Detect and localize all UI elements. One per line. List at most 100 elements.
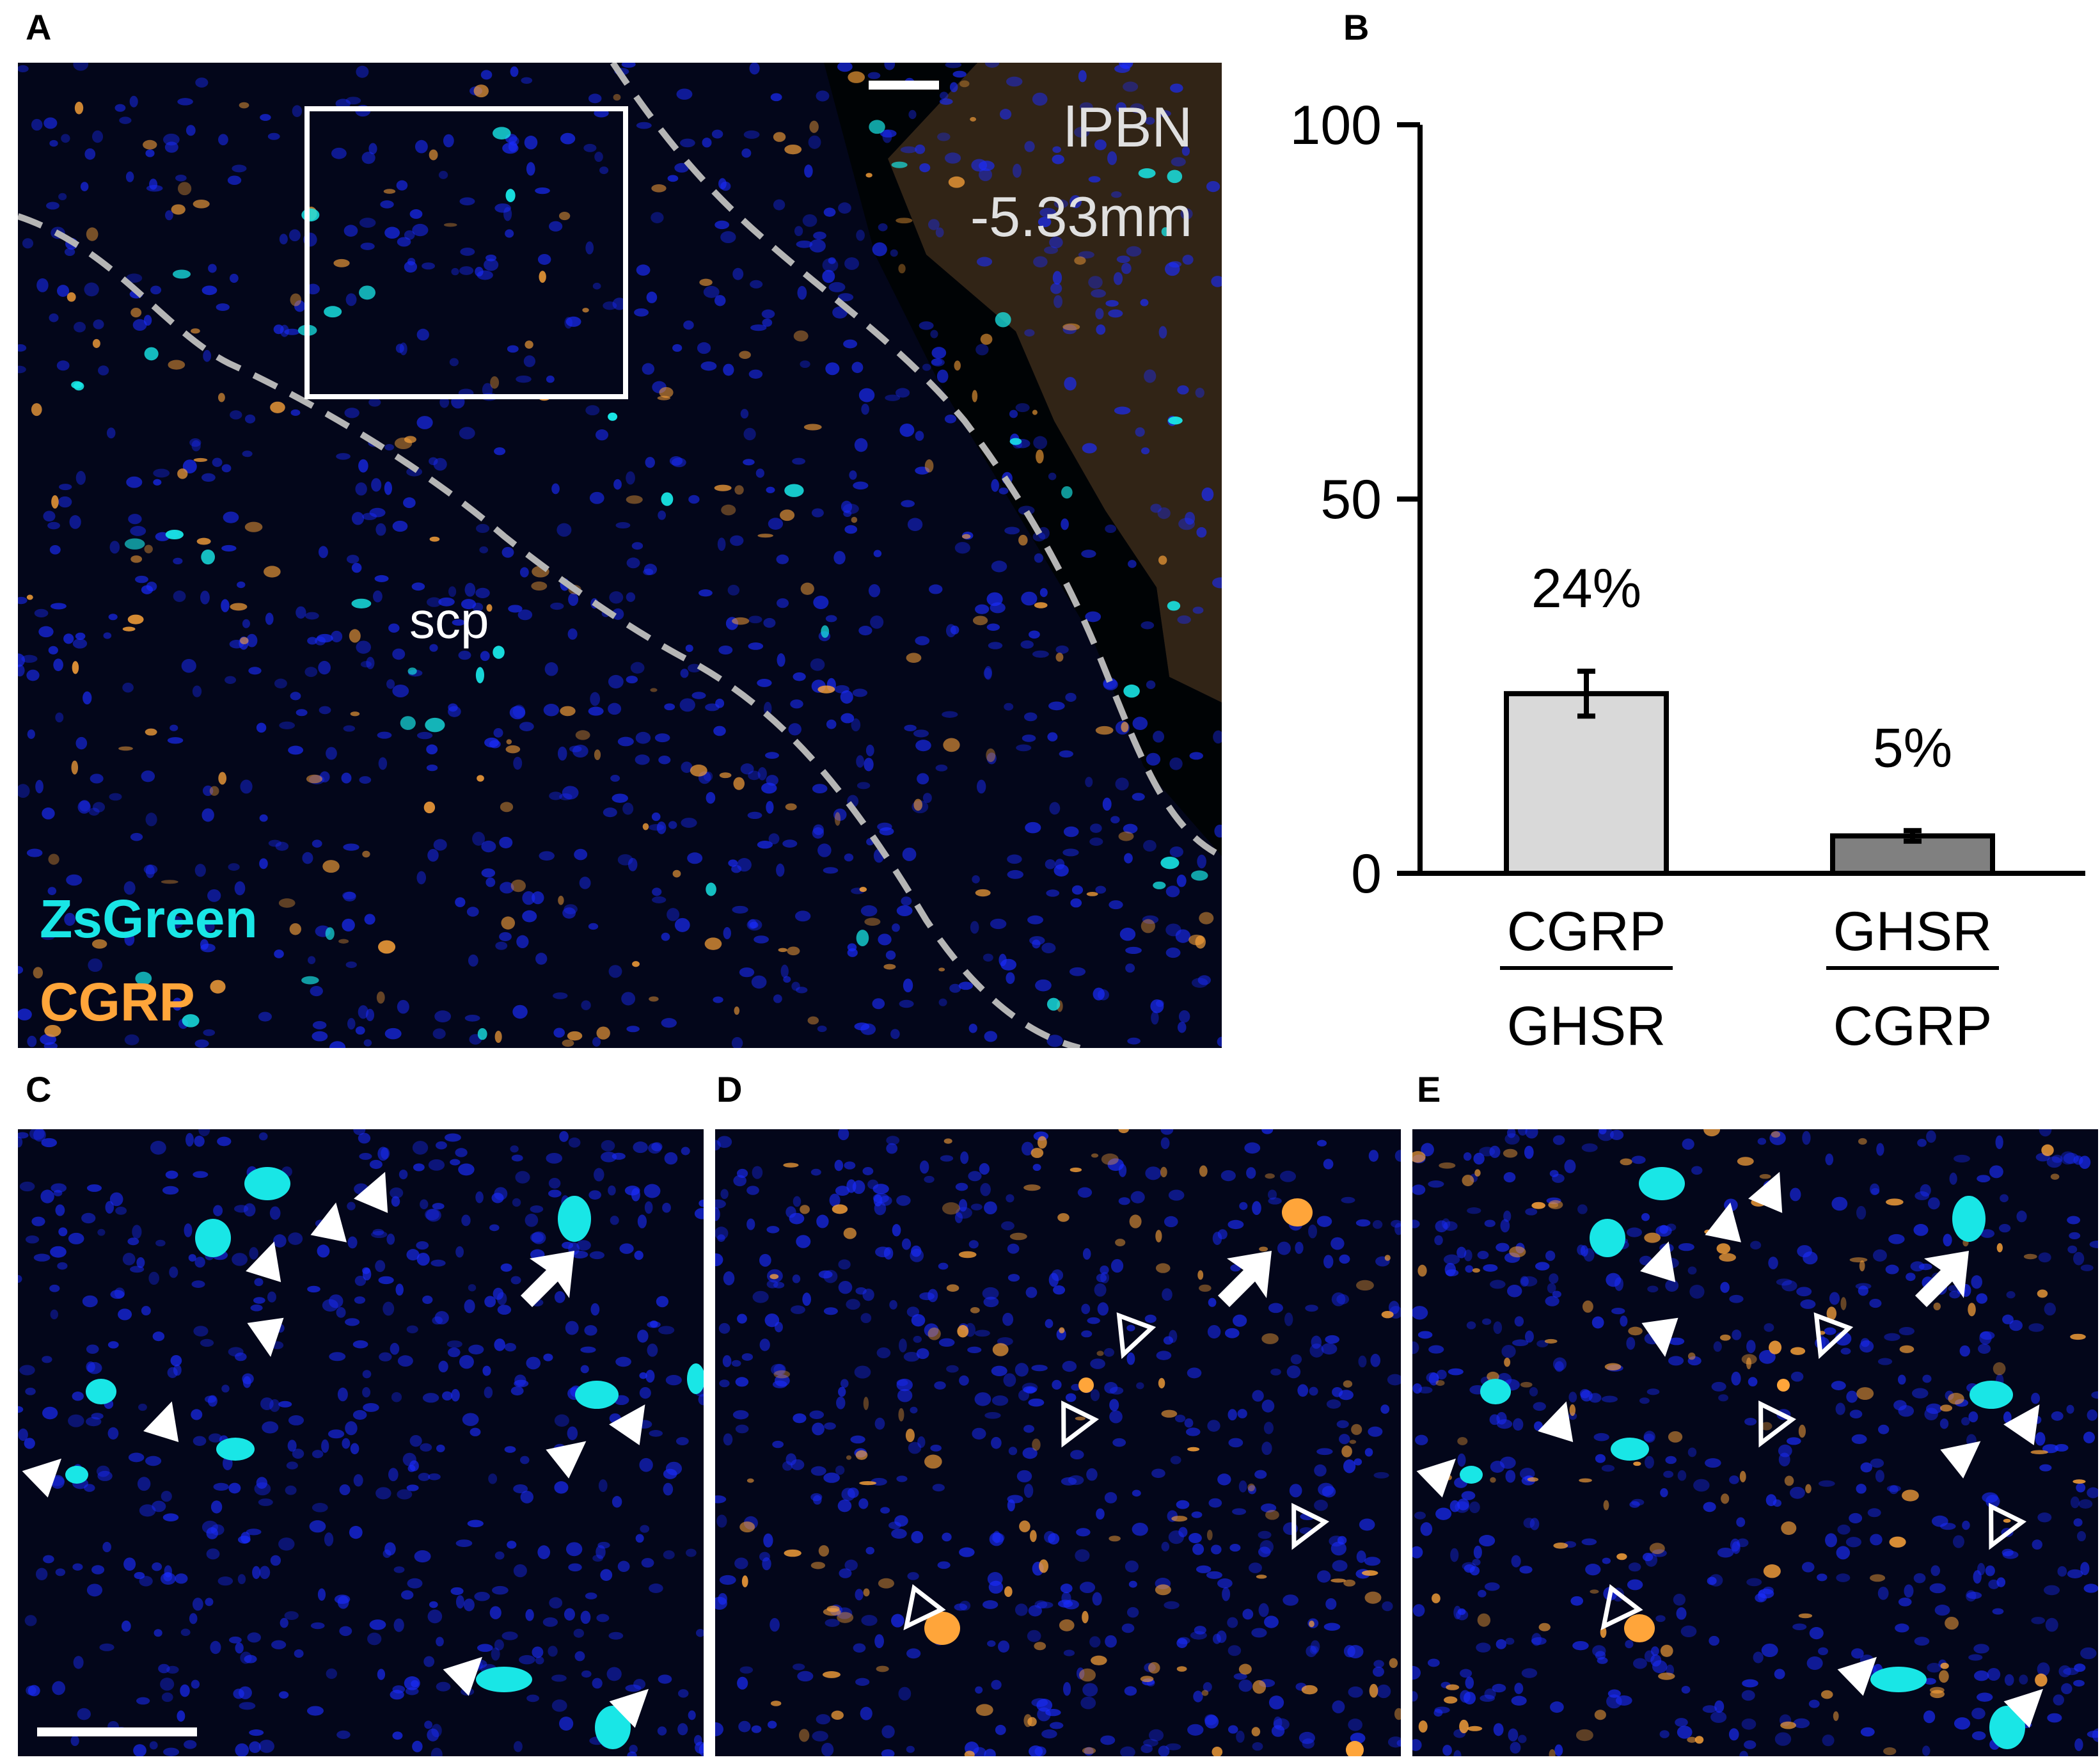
nucleus-dot: [1835, 1402, 1845, 1415]
cgrp-cell: [905, 1428, 915, 1443]
nucleus-dot: [771, 1363, 786, 1376]
nucleus-dot: [1224, 1328, 1240, 1338]
nucleus-dot: [1602, 1557, 1611, 1564]
nucleus-dot: [1501, 1345, 1516, 1358]
nucleus-dot: [366, 656, 375, 669]
nucleus-dot: [2044, 1585, 2060, 1596]
nucleus-dot: [663, 1550, 675, 1560]
nucleus-dot: [938, 998, 947, 1006]
zsgreen-cell: [856, 930, 869, 946]
nucleus-dot: [1299, 1731, 1315, 1744]
nucleus-dot: [489, 1224, 500, 1232]
nucleus-dot: [823, 1307, 838, 1315]
cgrp-cell: [1361, 1570, 1378, 1576]
nucleus-dot: [1192, 1543, 1204, 1555]
nucleus-dot: [1007, 1274, 1020, 1282]
nucleus-dot: [1856, 1484, 1867, 1494]
nucleus-dot: [392, 1685, 406, 1694]
nucleus-dot: [1829, 1292, 1840, 1305]
nucleus-dot: [699, 1743, 704, 1756]
nucleus-dot: [1961, 1417, 1970, 1426]
nucleus-dot: [1004, 527, 1020, 535]
nucleus-dot: [930, 329, 938, 338]
cgrp-cell: [171, 204, 186, 215]
cgrp-cell: [1004, 1586, 1013, 1598]
cgrp-cell: [1719, 1253, 1737, 1262]
nucleus-dot: [404, 1676, 420, 1690]
zsgreen-cell: [1480, 1379, 1511, 1404]
cgrp-cell: [1079, 1668, 1096, 1682]
nucleus-dot: [153, 468, 170, 478]
nucleus-dot: [2028, 1323, 2044, 1332]
nucleus-dot: [1189, 752, 1203, 760]
zsgreen-cell: [608, 412, 618, 421]
zsgreen-cell: [784, 484, 804, 497]
nucleus-dot: [685, 644, 693, 653]
nucleus-dot: [482, 383, 493, 397]
nucleus-dot: [652, 896, 667, 903]
nucleus-dot: [557, 746, 567, 761]
nucleus-dot: [290, 409, 301, 417]
nucleus-dot: [1105, 524, 1117, 534]
zsgreen-cell: [400, 716, 416, 730]
nucleus-dot: [1141, 1744, 1153, 1754]
nucleus-dot: [372, 590, 383, 603]
nucleus-dot: [641, 1558, 654, 1568]
nucleus-dot: [688, 495, 700, 504]
nucleus-dot: [201, 808, 214, 822]
nucleus-dot: [1162, 1288, 1172, 1301]
nucleus-dot: [568, 592, 579, 606]
nucleus-dot: [874, 1634, 884, 1649]
nucleus-dot: [1267, 1189, 1277, 1200]
nucleus-dot: [1607, 1689, 1621, 1698]
nucleus-dot: [968, 1171, 982, 1182]
nucleus-dot: [612, 1496, 622, 1508]
nucleus-dot: [108, 614, 118, 621]
nucleus-dot: [1457, 1498, 1469, 1511]
nucleus-dot: [491, 1193, 504, 1203]
nucleus-dot: [1041, 942, 1056, 954]
nucleus-dot: [312, 1503, 328, 1512]
cgrp-cell: [290, 293, 302, 306]
nucleus-dot: [1572, 1641, 1589, 1651]
nucleus-dot: [181, 658, 196, 673]
nucleus-dot: [1531, 1633, 1542, 1646]
cgrp-cell: [1658, 1672, 1675, 1680]
nucleus-dot: [1503, 1210, 1512, 1222]
cgrp-cell: [1082, 1747, 1096, 1754]
cgrp-cell: [376, 991, 385, 1004]
nucleus-dot: [671, 457, 686, 468]
nucleus-dot: [208, 264, 217, 273]
nucleus-dot: [949, 983, 961, 993]
nucleus-dot: [319, 706, 331, 715]
nucleus-dot: [284, 328, 300, 335]
nucleus-dot: [860, 905, 878, 917]
nucleus-dot: [191, 1409, 203, 1420]
nucleus-dot: [1211, 1544, 1222, 1555]
nucleus-dot: [631, 1187, 640, 1202]
nucleus-dot: [539, 851, 555, 861]
nucleus-dot: [1505, 1470, 1516, 1483]
nucleus-dot: [974, 1329, 990, 1337]
nucleus-dot: [1100, 1271, 1110, 1283]
scale-bar-a: [869, 81, 939, 90]
nucleus-dot: [695, 1629, 704, 1637]
nucleus-dot: [2089, 1241, 2098, 1248]
nucleus-dot: [1851, 1648, 1864, 1659]
nucleus-dot: [850, 1435, 865, 1444]
nucleus-dot: [1609, 1129, 1624, 1140]
nucleus-dot: [896, 1378, 913, 1392]
nucleus-dot: [1065, 692, 1077, 702]
nucleus-dot: [433, 457, 447, 471]
nucleus-dot: [1387, 1374, 1401, 1386]
nucleus-dot: [548, 1646, 558, 1657]
cgrp-cell: [1769, 1340, 1782, 1354]
zsgreen-cell: [144, 347, 159, 361]
nucleus-dot: [625, 1684, 642, 1692]
cgrp-cell: [122, 626, 136, 631]
nucleus-dot: [230, 410, 242, 420]
nucleus-dot: [1545, 1250, 1556, 1261]
nucleus-dot: [833, 808, 847, 821]
nucleus-dot: [1601, 1464, 1615, 1472]
nucleus-dot: [958, 981, 974, 990]
